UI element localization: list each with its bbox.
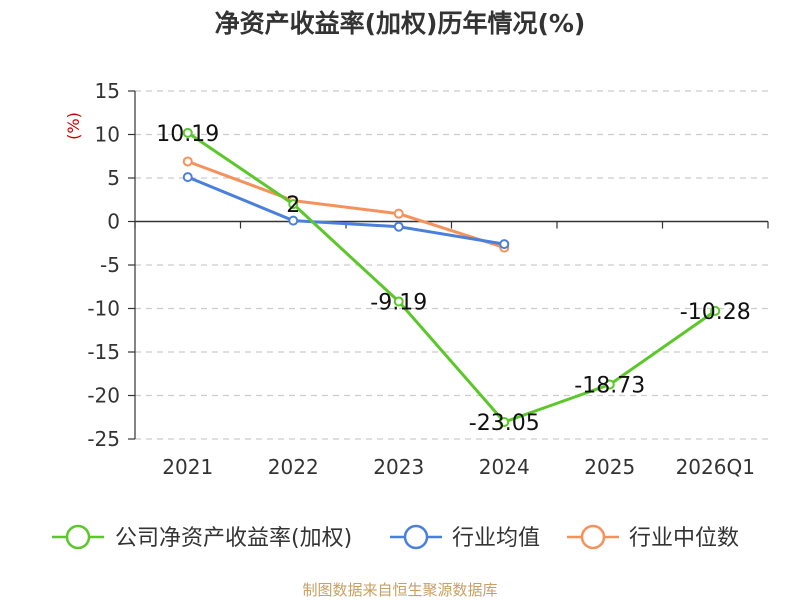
y-tick-label: 0: [107, 210, 120, 234]
axes: 15 10 5 0 -5 -10 -15 -20 -25 2021 2022 2023 2024 2025…: [87, 79, 769, 479]
legend-marker-1: [403, 524, 429, 550]
gridlines: [135, 90, 768, 440]
legend[interactable]: 公司净资产收益率(加权) 行业均值 行业中位数: [52, 524, 739, 551]
chart-title: 净资产收益率(加权)历年情况(%): [215, 9, 586, 38]
data-point-s0: [182, 127, 193, 138]
data-label: 2: [286, 193, 300, 218]
legend-label: 行业均值: [452, 526, 540, 551]
data-point-s0: [710, 305, 721, 316]
series-line-0: [186, 131, 717, 424]
y-tick-label: -5: [100, 253, 120, 277]
data-point-s2: [393, 208, 404, 219]
data-point-s0: [499, 417, 510, 428]
x-tick-label: 2024: [479, 455, 530, 479]
y-tick-label: -15: [87, 340, 120, 364]
x-tick-label: 2023: [373, 455, 424, 479]
x-tick-label: 2022: [268, 455, 319, 479]
data-point-s0: [604, 379, 615, 390]
data-point-s0: [288, 199, 299, 210]
legend-marker-2: [580, 524, 606, 550]
data-point-s1: [393, 221, 404, 232]
series-layer: [182, 127, 721, 428]
data-point-s1: [182, 172, 193, 183]
data-source-note: 制图数据来自恒生聚源数据库: [302, 581, 497, 599]
data-point-s1: [499, 239, 510, 250]
y-tick-label: -25: [87, 427, 120, 451]
y-tick-label: -20: [87, 384, 120, 408]
data-point-s1: [288, 215, 299, 226]
x-tick-label: 2026Q1: [676, 455, 755, 479]
series-line-2: [187, 160, 505, 250]
y-axis-unit-label: (%): [64, 112, 83, 140]
y-tick-label: -10: [87, 297, 120, 321]
data-label: -9.19: [370, 290, 427, 315]
legend-marker-0: [65, 524, 91, 550]
y-tick-label: 5: [107, 166, 120, 190]
legend-label: 行业中位数: [629, 526, 739, 551]
data-point-s2: [182, 156, 193, 167]
data-label: -23.05: [469, 411, 540, 436]
series-line-1: [187, 175, 505, 246]
x-tick-label: 2021: [162, 455, 213, 479]
data-label: -18.73: [574, 373, 645, 398]
data-label: 10.19: [156, 122, 219, 147]
x-tick-label: 2025: [584, 455, 635, 479]
legend-label: 公司净资产收益率(加权): [115, 526, 352, 551]
y-tick-label: 15: [95, 79, 120, 103]
y-tick-label: 10: [95, 123, 120, 147]
data-point-s0: [393, 296, 404, 307]
data-labels: 10.19 2 -9.19 -23.05 -18.73 -10.28: [156, 122, 750, 436]
data-label: -10.28: [680, 300, 751, 325]
